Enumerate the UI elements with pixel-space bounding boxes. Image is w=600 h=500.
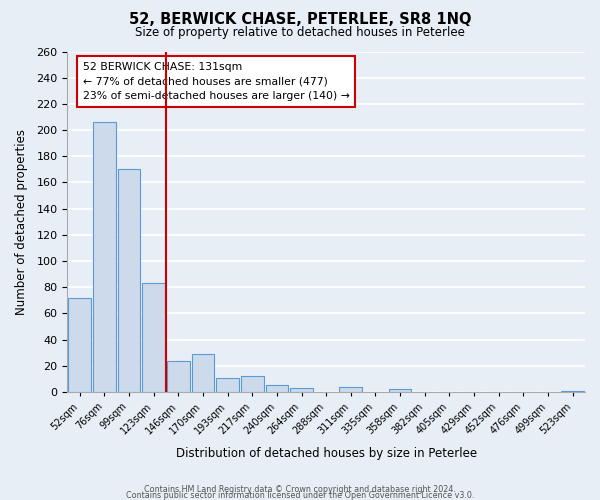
Text: Contains HM Land Registry data © Crown copyright and database right 2024.: Contains HM Land Registry data © Crown c… bbox=[144, 484, 456, 494]
Bar bbox=[118, 170, 140, 392]
Bar bbox=[340, 386, 362, 392]
Text: Size of property relative to detached houses in Peterlee: Size of property relative to detached ho… bbox=[135, 26, 465, 39]
Bar bbox=[68, 298, 91, 392]
Bar bbox=[562, 390, 584, 392]
Bar bbox=[142, 284, 165, 392]
Bar bbox=[191, 354, 214, 392]
Bar bbox=[266, 386, 288, 392]
Bar bbox=[167, 360, 190, 392]
Bar bbox=[389, 390, 412, 392]
Bar bbox=[241, 376, 263, 392]
Y-axis label: Number of detached properties: Number of detached properties bbox=[15, 128, 28, 314]
X-axis label: Distribution of detached houses by size in Peterlee: Distribution of detached houses by size … bbox=[176, 447, 477, 460]
Bar bbox=[93, 122, 116, 392]
Bar bbox=[216, 378, 239, 392]
Text: 52 BERWICK CHASE: 131sqm
← 77% of detached houses are smaller (477)
23% of semi-: 52 BERWICK CHASE: 131sqm ← 77% of detach… bbox=[83, 62, 350, 102]
Text: 52, BERWICK CHASE, PETERLEE, SR8 1NQ: 52, BERWICK CHASE, PETERLEE, SR8 1NQ bbox=[129, 12, 471, 28]
Text: Contains public sector information licensed under the Open Government Licence v3: Contains public sector information licen… bbox=[126, 490, 474, 500]
Bar bbox=[290, 388, 313, 392]
